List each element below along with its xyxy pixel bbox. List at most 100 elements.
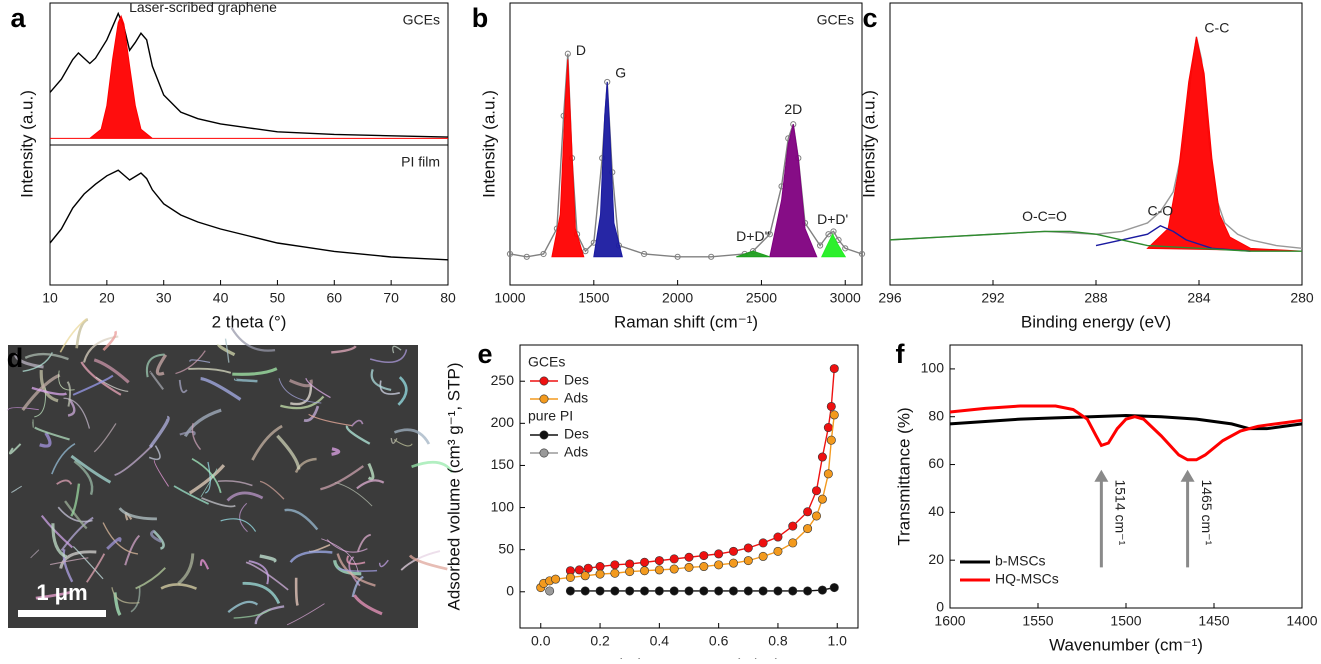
fiber — [34, 426, 70, 441]
fiber — [232, 367, 278, 376]
marker — [684, 586, 694, 596]
x-tick-label: 10 — [42, 290, 58, 306]
fiber — [200, 376, 242, 401]
fiber — [370, 368, 392, 392]
x-tick-label: 50 — [270, 290, 286, 306]
x-axis-label: Binding energy (eV) — [1021, 312, 1171, 331]
y-tick-label: 150 — [491, 456, 515, 472]
fiber — [155, 353, 168, 376]
marker — [625, 586, 635, 596]
fiber — [178, 379, 188, 394]
peak-label: D+D' — [817, 211, 848, 227]
marker — [684, 562, 694, 572]
marker — [788, 586, 798, 596]
fiber — [135, 567, 166, 590]
fiber — [32, 419, 34, 428]
fiber — [111, 587, 140, 604]
fiber — [392, 345, 402, 354]
marker — [654, 556, 664, 566]
fiber — [72, 546, 104, 580]
fiber — [59, 550, 97, 569]
x-tick-label: 280 — [1290, 290, 1314, 306]
fiber — [336, 553, 376, 587]
fiber — [234, 378, 258, 383]
y-tick-label: 60 — [928, 455, 944, 471]
fiber — [150, 529, 162, 543]
fiber — [7, 407, 39, 411]
marker — [743, 586, 753, 596]
fiber — [357, 533, 371, 552]
fiber — [95, 376, 129, 392]
peak-label: Laser-scribed graphene — [129, 0, 277, 15]
fiber — [320, 465, 364, 491]
marker — [773, 546, 783, 556]
plot-frame — [519, 344, 859, 629]
fiber — [177, 553, 195, 585]
area — [593, 81, 623, 258]
marker — [669, 564, 679, 574]
plot-frame — [509, 2, 863, 286]
marker — [540, 250, 547, 258]
marker — [654, 586, 664, 596]
legend-label: Ads — [564, 390, 588, 406]
legend-label: Ads — [564, 444, 588, 460]
x-tick-label: 60 — [326, 290, 342, 306]
fiber — [35, 590, 71, 600]
marker — [788, 538, 798, 548]
x-axis-label: Relative pressure (P/P₀) — [598, 655, 781, 659]
fiber — [227, 600, 259, 614]
y-tick-label: 100 — [921, 360, 945, 376]
fiber — [331, 447, 341, 456]
marker — [551, 574, 561, 584]
line — [1095, 224, 1251, 252]
marker — [625, 567, 635, 577]
fiber — [331, 345, 357, 354]
fiber — [191, 457, 222, 494]
fiber — [57, 506, 93, 523]
fiber — [80, 361, 122, 396]
x-tick-label: 0.6 — [709, 633, 729, 649]
fiber — [259, 480, 285, 500]
x-tick-label: 1500 — [578, 290, 609, 306]
fiber — [239, 502, 248, 533]
line — [949, 414, 1303, 431]
marker — [803, 507, 813, 517]
y-axis-label: Intensity (a.u.) — [479, 90, 498, 198]
x-tick-label: 20 — [99, 290, 115, 306]
fiber — [93, 358, 130, 384]
fiber — [8, 443, 22, 455]
fiber — [289, 550, 333, 564]
x-tick-label: 1400 — [1286, 613, 1317, 629]
fiber — [333, 559, 362, 576]
y-tick-label: 40 — [928, 503, 944, 519]
fiber — [124, 534, 141, 566]
panel-letter: c — [862, 3, 877, 33]
marker — [595, 562, 605, 572]
marker — [583, 563, 593, 573]
marker — [826, 401, 836, 411]
y-axis-label: Transmittance (%) — [894, 407, 913, 545]
marker — [640, 566, 650, 576]
x-tick-label: 284 — [1187, 290, 1211, 306]
marker — [826, 435, 836, 445]
sem-image — [8, 345, 418, 628]
fiber — [21, 373, 61, 411]
x-tick-label: 0.8 — [768, 633, 788, 649]
fiber — [411, 460, 454, 474]
marker — [523, 253, 530, 260]
marker — [803, 524, 813, 534]
fiber — [200, 468, 218, 498]
fiber — [245, 561, 289, 591]
fiber — [75, 318, 89, 349]
marker — [565, 572, 575, 582]
marker — [829, 364, 839, 374]
marker — [610, 560, 620, 570]
legend-title: pure PI — [528, 408, 573, 424]
fiber — [346, 555, 366, 565]
marker — [582, 248, 589, 255]
annotation-label: 1465 cm⁻¹ — [1199, 479, 1215, 545]
fiber — [294, 457, 317, 474]
marker — [728, 546, 738, 556]
marker — [565, 586, 575, 596]
marker — [699, 551, 709, 561]
